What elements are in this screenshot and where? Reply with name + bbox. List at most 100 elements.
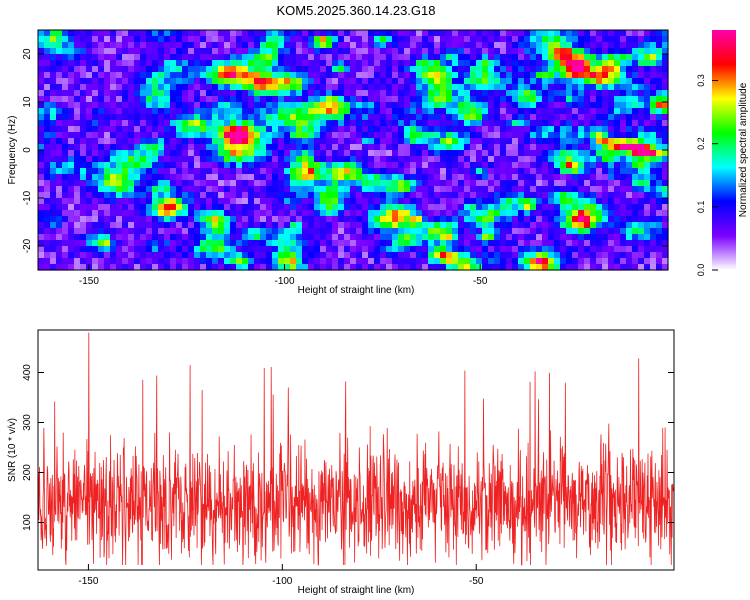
- heatmap-cell: [236, 198, 243, 205]
- heatmap-cell: [392, 228, 399, 235]
- heatmap-cell: [290, 60, 297, 67]
- heatmap-cell: [320, 48, 327, 55]
- heatmap-cell: [224, 174, 231, 181]
- heatmap-cell: [500, 36, 507, 43]
- heatmap-cell: [266, 216, 273, 223]
- heatmap-cell: [302, 174, 309, 181]
- heatmap-cell: [332, 174, 339, 181]
- heatmap-cell: [560, 114, 567, 121]
- heatmap-cell: [104, 114, 111, 121]
- heatmap-cell: [224, 222, 231, 229]
- heatmap-cell: [254, 174, 261, 181]
- heatmap-cell: [326, 174, 333, 181]
- bottom-y-axis-label: SNR (10 * v/v): [7, 418, 18, 482]
- heatmap-cell: [98, 30, 105, 37]
- heatmap-cell: [332, 42, 339, 49]
- heatmap-cell: [374, 180, 381, 187]
- heatmap-cell: [506, 246, 513, 253]
- heatmap-cell: [188, 156, 195, 163]
- heatmap-cell: [410, 234, 417, 241]
- heatmap-cell: [500, 126, 507, 133]
- heatmap-cell: [248, 84, 255, 91]
- heatmap-cell: [242, 162, 249, 169]
- heatmap-cell: [602, 60, 609, 67]
- heatmap-cell: [524, 36, 531, 43]
- heatmap-cell: [650, 84, 657, 91]
- heatmap-cell: [644, 84, 651, 91]
- heatmap-cell: [56, 126, 63, 133]
- heatmap-cell: [662, 90, 669, 97]
- heatmap-cell: [578, 120, 585, 127]
- heatmap-cell: [182, 162, 189, 169]
- heatmap-cell: [224, 42, 231, 49]
- heatmap-cell: [152, 54, 159, 61]
- heatmap-cell: [164, 54, 171, 61]
- heatmap-cell: [632, 114, 639, 121]
- heatmap-cell: [80, 48, 87, 55]
- heatmap-cell: [86, 168, 93, 175]
- heatmap-cell: [344, 138, 351, 145]
- heatmap-cell: [38, 138, 45, 145]
- heatmap-cell: [380, 84, 387, 91]
- heatmap-cell: [620, 240, 627, 247]
- heatmap-cell: [284, 246, 291, 253]
- heatmap-cell: [242, 78, 249, 85]
- heatmap-cell: [560, 36, 567, 43]
- heatmap-cell: [416, 210, 423, 217]
- heatmap-cell: [188, 138, 195, 145]
- heatmap-cell: [218, 252, 225, 259]
- heatmap-cell: [116, 144, 123, 151]
- heatmap-cell: [98, 108, 105, 115]
- heatmap-cell: [530, 264, 537, 271]
- heatmap-cell: [620, 114, 627, 121]
- heatmap-cell: [548, 252, 555, 259]
- heatmap-cell: [254, 54, 261, 61]
- heatmap-cell: [176, 84, 183, 91]
- heatmap-cell: [350, 54, 357, 61]
- heatmap-cell: [170, 162, 177, 169]
- heatmap-cell: [464, 180, 471, 187]
- heatmap-cell: [608, 132, 615, 139]
- heatmap-cell: [512, 84, 519, 91]
- heatmap-cell: [578, 102, 585, 109]
- heatmap-cell: [158, 120, 165, 127]
- heatmap-cell: [272, 156, 279, 163]
- heatmap-cell: [578, 150, 585, 157]
- heatmap-cell: [164, 204, 171, 211]
- heatmap-cell: [470, 264, 477, 271]
- heatmap-cell: [386, 30, 393, 37]
- heatmap-cell: [506, 42, 513, 49]
- heatmap-cell: [362, 126, 369, 133]
- heatmap-cell: [86, 84, 93, 91]
- heatmap-cell: [314, 168, 321, 175]
- heatmap-cell: [518, 36, 525, 43]
- heatmap-cell: [656, 264, 663, 271]
- heatmap-cell: [278, 102, 285, 109]
- heatmap-cell: [542, 126, 549, 133]
- heatmap-cell: [428, 48, 435, 55]
- heatmap-cell: [260, 108, 267, 115]
- heatmap-cell: [434, 144, 441, 151]
- heatmap-cell: [50, 54, 57, 61]
- heatmap-cell: [488, 144, 495, 151]
- heatmap-cell: [326, 162, 333, 169]
- heatmap-cell: [656, 156, 663, 163]
- heatmap-cell: [446, 144, 453, 151]
- heatmap-cell: [614, 210, 621, 217]
- heatmap-cell: [392, 222, 399, 229]
- heatmap-cell: [56, 180, 63, 187]
- heatmap-cell: [284, 42, 291, 49]
- heatmap-cell: [404, 174, 411, 181]
- heatmap-cell: [116, 84, 123, 91]
- heatmap-cell: [104, 234, 111, 241]
- heatmap-cell: [38, 144, 45, 151]
- heatmap-cell: [134, 186, 141, 193]
- heatmap-cell: [116, 48, 123, 55]
- heatmap-cell: [320, 36, 327, 43]
- heatmap-cell: [560, 174, 567, 181]
- heatmap-cell: [434, 66, 441, 73]
- heatmap-cell: [452, 114, 459, 121]
- heatmap-cell: [254, 126, 261, 133]
- heatmap-cell: [182, 210, 189, 217]
